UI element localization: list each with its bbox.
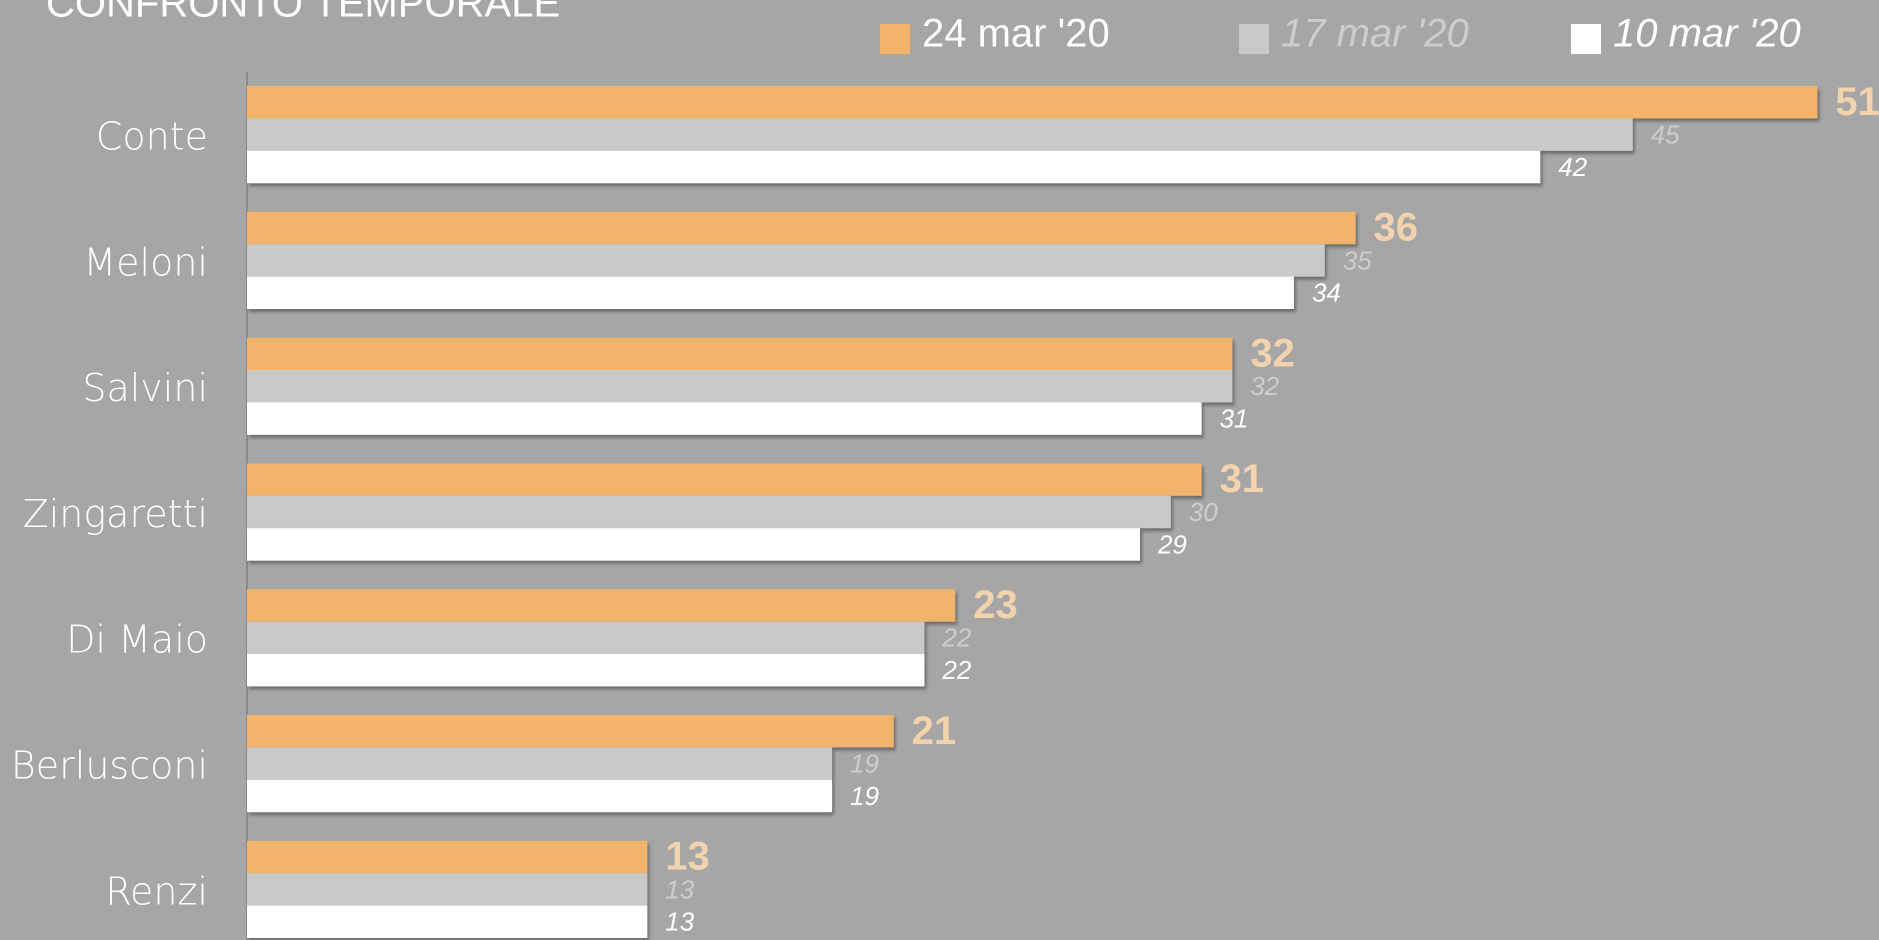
value-label: 42	[1558, 152, 1587, 182]
value-label: 22	[941, 623, 971, 653]
bar	[247, 589, 956, 622]
bar	[247, 873, 648, 906]
value-label: 34	[1312, 278, 1341, 308]
bar	[247, 402, 1202, 435]
category-label: Di Maio	[66, 618, 208, 662]
value-label: 31	[1220, 403, 1249, 433]
bar	[247, 337, 1233, 370]
value-label: 36	[1374, 206, 1419, 250]
value-label: 29	[1157, 529, 1187, 559]
bar	[247, 905, 648, 938]
category-label: Meloni	[83, 240, 208, 284]
value-label: 32	[1250, 331, 1295, 375]
legend-label: 24 mar '20	[922, 12, 1110, 56]
bar	[247, 118, 1633, 151]
value-label: 13	[665, 907, 694, 937]
legend-swatch	[1571, 24, 1601, 54]
bar	[247, 654, 925, 687]
legend-label: 17 mar '20	[1281, 12, 1469, 56]
category-label: Berlusconi	[11, 744, 208, 788]
bar	[247, 621, 925, 654]
legend-swatch	[880, 24, 910, 54]
value-label: 23	[973, 583, 1018, 627]
bar	[247, 840, 648, 874]
value-label: 30	[1189, 497, 1218, 527]
bar	[247, 747, 833, 780]
value-label: 19	[850, 781, 879, 811]
bar	[247, 276, 1294, 309]
value-label: 13	[665, 874, 694, 904]
category-label: Zingaretti	[23, 492, 208, 536]
bar	[247, 370, 1233, 403]
value-label: 31	[1220, 457, 1265, 501]
value-label: 32	[1250, 371, 1279, 401]
bar	[247, 779, 833, 813]
legend-label: 10 mar '20	[1613, 12, 1801, 56]
bar	[247, 86, 1818, 119]
chart-title: CONFRONTO TEMPORALE	[46, 0, 560, 26]
bar	[247, 150, 1541, 184]
value-label: 22	[941, 655, 971, 685]
category-label: Conte	[96, 115, 208, 159]
bar	[247, 528, 1140, 561]
value-label: 13	[665, 835, 710, 879]
legend-swatch	[1239, 24, 1269, 54]
category-label: Salvini	[82, 366, 208, 410]
value-label: 21	[912, 709, 957, 753]
value-label: 35	[1343, 245, 1372, 275]
bar	[247, 244, 1325, 277]
bar	[247, 715, 894, 748]
bar	[247, 495, 1171, 529]
bar	[247, 211, 1356, 245]
value-label: 19	[850, 748, 879, 778]
bar	[247, 463, 1202, 496]
category-label: Renzi	[105, 869, 208, 913]
value-label: 45	[1651, 119, 1680, 149]
value-label: 51	[1835, 80, 1879, 124]
